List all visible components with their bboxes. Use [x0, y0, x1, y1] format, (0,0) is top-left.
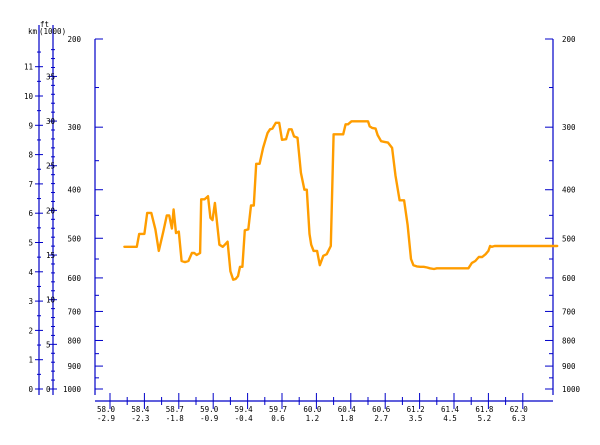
x-tick-label-lon: 5.2	[478, 414, 492, 423]
x-tick-label-lat: 62.0	[510, 405, 529, 414]
x-tick-label-lat: 59.4	[235, 405, 254, 414]
ft-tick-label: 15	[46, 251, 55, 260]
ft-tick-label: 5	[46, 340, 51, 349]
pressure-tick-label: 400	[562, 186, 576, 195]
pressure-tick-label: 600	[562, 274, 576, 283]
x-tick-label-lon: 1.2	[306, 414, 320, 423]
km-tick-label: 2	[28, 326, 33, 335]
pressure-tick-label: 800	[67, 336, 81, 345]
x-tick-label-lat: 59.7	[269, 405, 287, 414]
km-tick-label: 9	[28, 121, 33, 130]
x-tick-label-lat: 58.7	[166, 405, 184, 414]
x-tick-label-lat: 58.4	[131, 405, 150, 414]
km-tick-label: 10	[24, 92, 34, 101]
x-tick-label-lon: 6.3	[512, 414, 526, 423]
pressure-tick-label: 800	[562, 336, 576, 345]
x-tick-label-lon: -2.3	[131, 414, 149, 423]
x-tick-label-lat: 60.6	[372, 405, 391, 414]
ft-unit-label: ft	[40, 20, 49, 29]
x-tick-label-lon: -0.9	[200, 414, 218, 423]
x-tick-label-lat: 60.0	[303, 405, 322, 414]
ft-tick-label: 25	[46, 162, 55, 171]
pressure-tick-label: 600	[67, 274, 81, 283]
pressure-tick-label: 900	[562, 362, 576, 371]
x-tick-label-lon: -1.8	[166, 414, 185, 423]
ft-tick-label: 10	[46, 296, 56, 305]
x-tick-label-lon: 4.5	[443, 414, 457, 423]
pressure-tick-label: 500	[67, 234, 81, 243]
km-tick-label: 7	[28, 180, 33, 189]
ft-tick-label: 20	[46, 206, 56, 215]
x-tick-label-lat: 59.0	[200, 405, 219, 414]
x-tick-label-lat: 61.4	[441, 405, 460, 414]
x-tick-label-lon: 0.6	[271, 414, 285, 423]
pressure-tick-label: 200	[562, 35, 576, 44]
ft-unit-scale: (1000)	[39, 27, 66, 36]
x-axis: 58.0-2.9 58.4-2.3 58.7-1.8 59.0-0.9 59.4-0.4…	[95, 393, 553, 423]
pressure-tick-label: 1000	[562, 385, 581, 394]
x-tick-label-lon: 3.5	[409, 414, 423, 423]
x-tick-label-lat: 58.0	[97, 405, 116, 414]
km-tick-label: 3	[28, 297, 33, 306]
km-tick-label: 1	[28, 356, 33, 365]
pressure-tick-label: 300	[562, 123, 576, 132]
x-tick-label-lon: -2.9	[97, 414, 115, 423]
plot-area	[123, 120, 559, 281]
pressure-tick-label: 200	[67, 35, 81, 44]
km-tick-label: 8	[28, 151, 33, 160]
x-tick-label-lat: 60.4	[338, 405, 357, 414]
flight-track-line	[123, 120, 559, 281]
x-tick-label-lat: 61.2	[407, 405, 425, 414]
km-unit-label: km	[28, 27, 38, 36]
pressure-tick-label: 700	[562, 307, 576, 316]
km-tick-label: 11	[24, 63, 33, 72]
pressure-tick-label: 700	[67, 307, 81, 316]
ft-tick-label: 35	[46, 72, 55, 81]
km-tick-label: 5	[28, 239, 33, 248]
km-tick-label: 4	[28, 268, 33, 277]
pressure-tick-label: 500	[562, 234, 576, 243]
ft-tick-label: 30	[46, 117, 56, 126]
ft-tick-label: 0	[46, 385, 51, 394]
pressure-tick-label: 900	[67, 362, 81, 371]
km-tick-label: 6	[28, 209, 33, 218]
x-tick-label-lat: 61.8	[475, 405, 494, 414]
pressure-axis-right: 200 300 400 500 600 700 800 900 1000	[545, 35, 581, 395]
x-tick-label-lon: 2.7	[374, 414, 388, 423]
pressure-tick-label: 1000	[63, 385, 82, 394]
x-tick-label-lon: -0.4	[235, 414, 254, 423]
x-tick-label-lon: 1.8	[340, 414, 354, 423]
km-tick-label: 0	[28, 385, 33, 394]
pressure-tick-label: 400	[67, 186, 81, 195]
pressure-axis-left: 200 300 400 500 600 700 800 900 1000	[63, 35, 103, 395]
pressure-tick-label: 300	[67, 123, 81, 132]
